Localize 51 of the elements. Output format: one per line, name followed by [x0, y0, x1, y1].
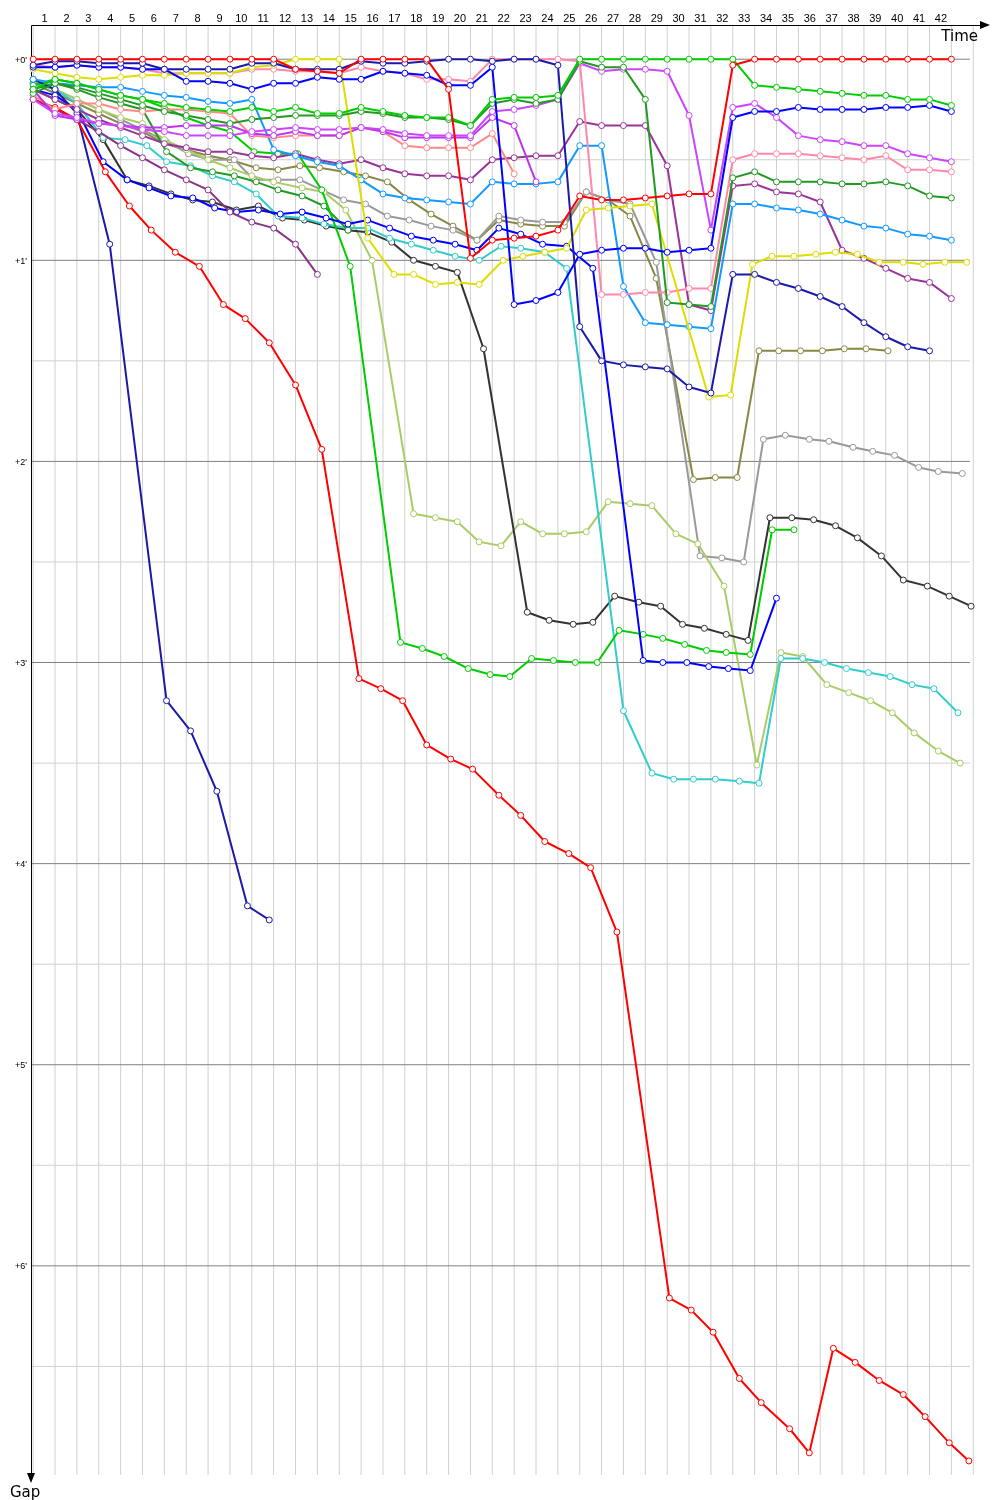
x-tick-label: 18 — [410, 12, 423, 24]
x-tick-label: 33 — [738, 12, 751, 24]
x-tick-label: 42 — [934, 12, 948, 24]
x-tick-label: 7 — [172, 12, 179, 24]
x-tick-label: 27 — [606, 12, 620, 24]
x-tick-label: 30 — [672, 12, 685, 24]
x-tick-label: 13 — [300, 12, 314, 24]
x-tick-label: 31 — [694, 12, 707, 24]
y-tick-label: +1' — [15, 255, 28, 266]
x-tick-label: 20 — [453, 12, 467, 24]
y-tick-label: +3' — [15, 657, 28, 668]
x-tick-label: 24 — [541, 12, 554, 24]
x-tick-label: 3 — [85, 12, 92, 24]
x-tick-label: 12 — [278, 12, 292, 24]
x-tick-label: 16 — [366, 12, 379, 24]
x-tick-label: 36 — [803, 12, 816, 24]
x-tick-label: 23 — [519, 12, 532, 24]
y-tick-label: +6' — [15, 1261, 28, 1272]
y-tick-label: +5' — [15, 1060, 28, 1071]
x-tick-label: 22 — [497, 12, 510, 24]
y-tick-label: +4' — [15, 859, 28, 870]
x-tick-label: 28 — [628, 12, 642, 24]
x-tick-label: 17 — [388, 12, 401, 24]
x-tick-label: 10 — [235, 12, 248, 24]
x-tick-label: 26 — [585, 12, 598, 24]
x-tick-label: 2 — [63, 12, 70, 24]
y-axis-title: Gap — [10, 1483, 41, 1500]
y-tick-label: +2' — [15, 456, 28, 467]
x-tick-label: 35 — [781, 12, 795, 24]
x-axis-title: Time — [940, 27, 978, 45]
x-tick-label: 21 — [475, 12, 488, 24]
x-tick-label: 14 — [322, 12, 335, 24]
x-tick-label: 25 — [563, 12, 576, 24]
x-tick-label: 5 — [129, 12, 136, 24]
x-tick-label: 32 — [716, 12, 729, 24]
x-tick-label: 41 — [912, 12, 926, 24]
x-tick-label: 6 — [150, 12, 157, 24]
x-tick-label: 29 — [650, 12, 663, 24]
x-tick-label: 15 — [344, 12, 357, 24]
x-tick-label: 37 — [825, 12, 838, 24]
x-tick-label: 4 — [107, 12, 114, 24]
x-tick-label: 19 — [432, 12, 445, 24]
y-tick-label: +0' — [15, 54, 28, 65]
x-tick-label: 9 — [216, 12, 223, 24]
x-tick-label: 38 — [847, 12, 860, 24]
x-tick-label: 40 — [891, 12, 904, 24]
x-tick-label: 8 — [194, 12, 201, 24]
x-tick-label: 11 — [257, 12, 269, 24]
x-tick-label: 39 — [869, 12, 882, 24]
x-tick-label: 34 — [759, 12, 773, 24]
x-tick-label: 1 — [41, 12, 48, 24]
